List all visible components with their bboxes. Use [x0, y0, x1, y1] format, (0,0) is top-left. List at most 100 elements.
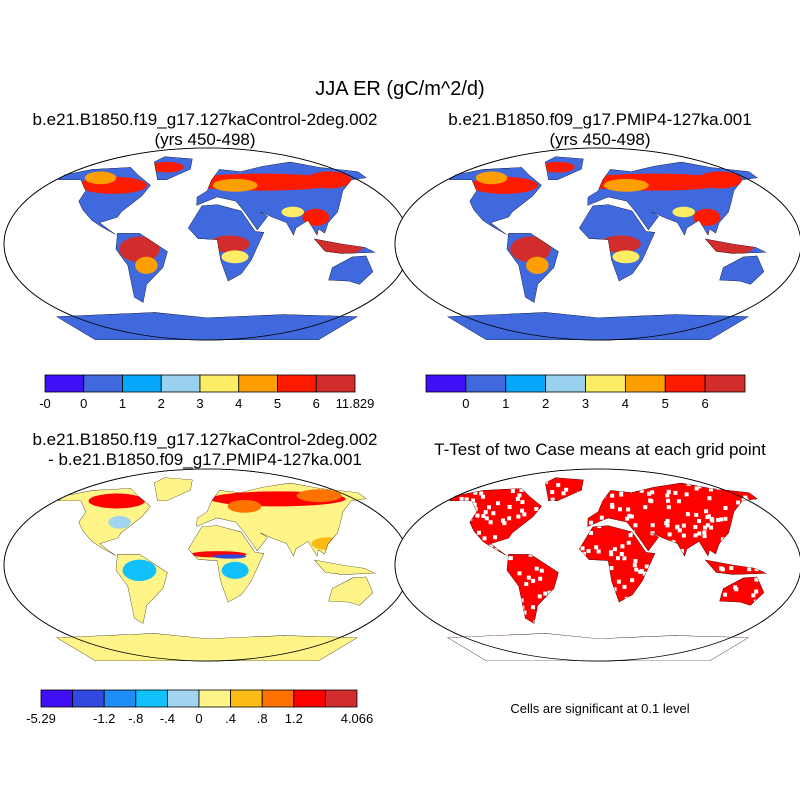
- nonsignificant-cell: [630, 578, 635, 583]
- nonsignificant-cell: [754, 628, 759, 633]
- colorbar-tick-label: -0: [39, 396, 51, 411]
- nonsignificant-cell: [619, 492, 624, 497]
- nonsignificant-cell: [675, 525, 680, 530]
- nonsignificant-cell: [759, 626, 764, 631]
- map-data-cell: [603, 178, 649, 192]
- nonsignificant-cell: [517, 493, 522, 498]
- coastline-eurasia: [587, 161, 759, 237]
- nonsignificant-cell: [666, 498, 671, 503]
- nonsignificant-cell: [647, 491, 652, 496]
- nonsignificant-cell: [516, 514, 521, 519]
- nonsignificant-cell: [561, 491, 566, 496]
- nonsignificant-cell: [632, 563, 637, 568]
- panel1-subtitle: (yrs 450-498): [154, 130, 256, 149]
- nonsignificant-cell: [612, 547, 617, 552]
- nonsignificant-cell: [515, 496, 520, 501]
- map-data-cell: [672, 206, 695, 218]
- nonsignificant-cell: [520, 499, 525, 504]
- coastline-africa: [187, 204, 265, 282]
- nonsignificant-cell: [693, 533, 698, 538]
- panel2-subtitle: (yrs 450-498): [549, 130, 651, 149]
- nonsignificant-cell: [644, 564, 649, 569]
- colorbar-box: [160, 374, 201, 393]
- nonsignificant-cell: [473, 490, 478, 495]
- nonsignificant-cell: [626, 540, 631, 545]
- coastline-antarctica: [56, 632, 359, 661]
- colorbar-box: [277, 374, 317, 393]
- colorbar-tick-label: 5: [274, 396, 281, 411]
- nonsignificant-cell: [528, 552, 533, 557]
- nonsignificant-cell: [609, 552, 614, 557]
- nonsignificant-cell: [723, 506, 728, 511]
- nonsignificant-cell: [526, 575, 531, 580]
- nonsignificant-cell: [599, 515, 604, 520]
- nonsignificant-cell: [616, 579, 621, 584]
- nonsignificant-cell: [704, 509, 709, 514]
- map-data-cell: [84, 171, 117, 185]
- nonsignificant-cell: [480, 494, 485, 499]
- map-data-cell: [212, 554, 247, 559]
- nonsignificant-cell: [488, 520, 493, 525]
- map-data-cell: [108, 515, 131, 529]
- map-data-cell: [697, 171, 743, 189]
- nonsignificant-cell: [729, 565, 734, 570]
- nonsignificant-cell: [615, 556, 620, 561]
- nonsignificant-cell: [610, 493, 615, 498]
- nonsignificant-cell: [703, 525, 708, 530]
- map-data-cell: [135, 256, 158, 274]
- colorbar-tick-label: -.8: [128, 711, 143, 726]
- nonsignificant-cell: [684, 492, 689, 497]
- panel3-subtitle: - b.e21.B1850.f09_g17.PMIP4-127ka.001: [48, 450, 362, 469]
- colorbar-tick-label: 4: [622, 396, 629, 411]
- nonsignificant-cell: [507, 504, 512, 509]
- nonsignificant-cell: [622, 556, 627, 561]
- map-data-cell: [209, 235, 250, 253]
- colorbar-box: [315, 374, 356, 393]
- nonsignificant-cell: [702, 530, 707, 535]
- map-panel-3: [3, 468, 411, 662]
- colorbar-box: [624, 374, 666, 393]
- nonsignificant-cell: [539, 568, 544, 573]
- nonsignificant-cell: [596, 549, 601, 554]
- nonsignificant-cell: [522, 512, 527, 517]
- colorbar-box: [585, 374, 626, 393]
- colorbar-box: [72, 689, 105, 708]
- nonsignificant-cell: [564, 487, 569, 492]
- coastline-indonesia: [704, 559, 767, 575]
- map-panel-1: [3, 147, 411, 341]
- colorbar-box: [135, 689, 168, 708]
- nonsignificant-cell: [716, 518, 721, 523]
- map-panel-2: [394, 147, 800, 341]
- colorbar-box: [664, 374, 706, 393]
- colorbar-tick-label: 5: [662, 396, 669, 411]
- nonsignificant-cell: [673, 490, 678, 495]
- coastline-greenland: [544, 477, 584, 502]
- nonsignificant-cell: [609, 566, 614, 571]
- nonsignificant-cell: [476, 530, 481, 535]
- nonsignificant-cell: [665, 518, 670, 523]
- nonsignificant-cell: [667, 532, 672, 537]
- map-panel-4: [394, 468, 800, 662]
- coastline-eurasia: [587, 482, 759, 558]
- colorbar-tick-label: -1.2: [93, 711, 115, 726]
- nonsignificant-cell: [677, 528, 682, 533]
- nonsignificant-cell: [462, 482, 467, 487]
- map-data-cell: [302, 208, 330, 226]
- nonsignificant-cell: [697, 531, 702, 536]
- coastline-antarctica: [447, 632, 750, 661]
- nonsignificant-cell: [531, 605, 536, 610]
- figure-title: JJA ER (gC/m^2/d): [315, 78, 485, 100]
- nonsignificant-cell: [589, 531, 594, 536]
- colorbar-tick-label: 4.066: [341, 711, 374, 726]
- nonsignificant-cell: [694, 512, 699, 517]
- nonsignificant-cell: [681, 523, 686, 528]
- nonsignificant-cell: [633, 558, 638, 563]
- map-data-cell: [227, 499, 262, 513]
- nonsignificant-cell: [751, 593, 756, 598]
- nonsignificant-cell: [522, 610, 527, 615]
- colorbar-tick-label: .4: [225, 711, 236, 726]
- coastline-greenland: [544, 156, 584, 181]
- nonsignificant-cell: [618, 507, 623, 512]
